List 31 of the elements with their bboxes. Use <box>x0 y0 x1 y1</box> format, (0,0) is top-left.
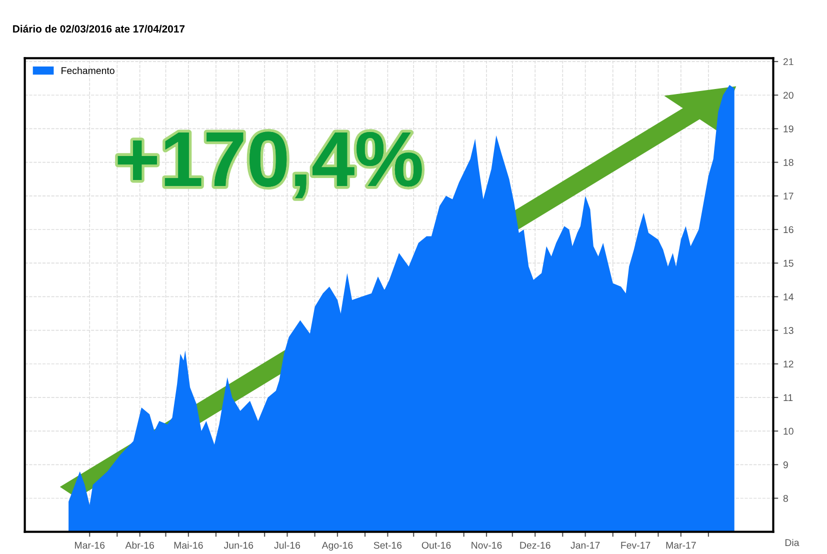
chart-subtitle: Diário de 02/03/2016 ate 17/04/2017 <box>13 24 185 33</box>
x-tick-label: Jan-17 <box>570 542 600 549</box>
annotation: +170,4% <box>118 132 422 198</box>
y-tick-label: 17 <box>784 192 794 200</box>
y-tick-label: 19 <box>784 125 794 132</box>
x-tick-label: Mar-16 <box>75 542 105 549</box>
x-tick-label: Mar-17 <box>666 542 696 549</box>
y-tick-label: 10 <box>784 428 794 435</box>
y-tick-label: 18 <box>784 159 794 166</box>
y-tick-label: 13 <box>784 327 794 334</box>
x-tick-label: Ago-16 <box>322 542 353 551</box>
y-tick-label: 21 <box>783 58 794 66</box>
x-tick-label: Dez-16 <box>520 542 550 549</box>
legend-label: Fechamento <box>62 66 114 74</box>
y-tick-label: 15 <box>784 260 794 267</box>
x-tick-label: Out-16 <box>422 542 451 549</box>
x-tick-label: Mai-16 <box>174 542 203 549</box>
x-tick-label: Jun-16 <box>224 542 254 549</box>
y-tick-label: 16 <box>784 226 794 234</box>
x-tick-label: Jul-16 <box>274 542 300 549</box>
x-axis-title: Dia <box>785 538 800 546</box>
y-tick-label: 8 <box>783 494 788 502</box>
x-tick-label: Abr-16 <box>125 542 154 549</box>
y-tick-label: 9 <box>783 461 788 468</box>
x-tick-label: Nov-16 <box>472 542 502 549</box>
x-tick-label: Fev-17 <box>621 542 650 549</box>
y-tick-label: 11 <box>784 394 793 401</box>
x-tick-label: Set-16 <box>374 542 402 549</box>
y-tick-label: 12 <box>784 360 794 368</box>
y-tick-label: 14 <box>784 294 794 300</box>
y-tick-label: 20 <box>783 92 794 99</box>
